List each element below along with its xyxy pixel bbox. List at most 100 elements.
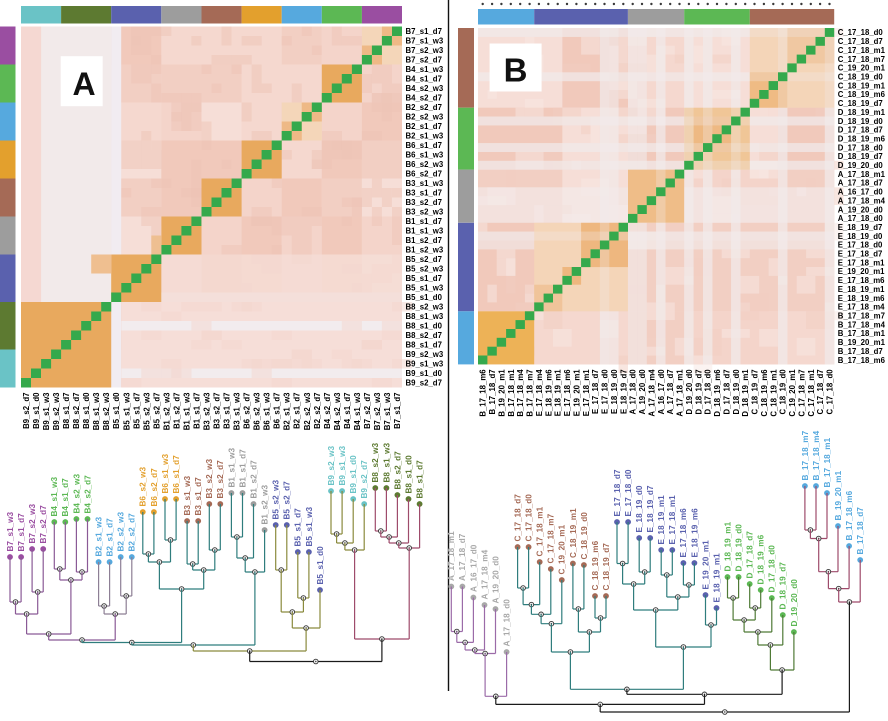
svg-text:E_17_18_d7: E_17_18_d7	[613, 469, 622, 516]
svg-text:B9_s1_w3: B9_s1_w3	[338, 445, 347, 485]
svg-text:C_19_20_m1: C_19_20_m1	[558, 524, 567, 574]
svg-text:B2_s2_w3: B2_s2_w3	[303, 392, 312, 430]
svg-text:A_17_18_d0: A_17_18_d0	[629, 369, 638, 415]
svg-text:E_17_18_d0: E_17_18_d0	[838, 241, 883, 250]
svg-text:B4_s2_w3: B4_s2_w3	[333, 392, 342, 430]
svg-text:B2_s2_d7: B2_s2_d7	[128, 513, 137, 552]
svg-text:A_17_18_m4: A_17_18_m4	[838, 196, 886, 205]
svg-text:B3_s2_d7: B3_s2_d7	[213, 393, 222, 429]
svg-text:B3_s1_d7: B3_s1_d7	[406, 189, 442, 198]
svg-text:B4_s2_w3: B4_s2_w3	[72, 473, 81, 513]
svg-text:E_18_19_d0: E_18_19_d0	[635, 485, 644, 532]
svg-text:C_18_19_m6: C_18_19_m6	[760, 369, 769, 417]
svg-text:E_18_19_d7: E_18_19_d7	[646, 485, 655, 532]
svg-text:B3_s1_w3: B3_s1_w3	[233, 392, 242, 430]
svg-text:A_16_17_d0: A_16_17_d0	[469, 544, 478, 592]
svg-text:C_18_19_m1: C_18_19_m1	[838, 81, 886, 90]
svg-text:B1_s2_w3: B1_s2_w3	[261, 484, 270, 524]
svg-text:B5_s1_w3: B5_s1_w3	[305, 506, 314, 546]
svg-text:C_17_18_m1: C_17_18_m1	[807, 369, 816, 417]
svg-text:A_17_18_m1: A_17_18_m1	[676, 369, 685, 417]
svg-text:E_18_19_d7: E_18_19_d7	[838, 223, 883, 232]
svg-text:B2_s1_w3: B2_s1_w3	[283, 392, 292, 430]
svg-text:B9_s1_w3: B9_s1_w3	[42, 392, 51, 430]
svg-text:E_19_20_m1: E_19_20_m1	[838, 267, 885, 276]
svg-text:B1_s2_w3: B1_s2_w3	[162, 392, 171, 430]
svg-text:C_17_18_m7: C_17_18_m7	[547, 513, 556, 563]
svg-text:E_17_18_m1: E_17_18_m1	[668, 495, 677, 545]
svg-text:B_17_18_m7: B_17_18_m7	[526, 369, 535, 416]
svg-text:B7_s2_d7: B7_s2_d7	[363, 393, 372, 429]
svg-text:E_17_18_m1: E_17_18_m1	[582, 369, 591, 416]
svg-text:B_17_18_m4: B_17_18_m4	[838, 320, 886, 329]
svg-text:B3_s1_w3: B3_s1_w3	[406, 179, 444, 188]
svg-text:E_17_18_d7: E_17_18_d7	[591, 369, 600, 414]
svg-text:B9_s1_d0: B9_s1_d0	[32, 392, 41, 429]
svg-text:B2_s2_d7: B2_s2_d7	[406, 103, 442, 112]
svg-text:B8_s1_d7: B8_s1_d7	[416, 460, 425, 499]
svg-text:B1_s1_d7: B1_s1_d7	[238, 449, 247, 488]
svg-text:D_19_20_d0: D_19_20_d0	[838, 161, 884, 170]
svg-text:B_17_18_m1: B_17_18_m1	[823, 437, 832, 487]
svg-text:B7_s1_d7: B7_s1_d7	[406, 27, 442, 36]
svg-text:B9_s2_d7: B9_s2_d7	[22, 393, 31, 429]
svg-text:D_17_18_d7: D_17_18_d7	[838, 126, 883, 135]
svg-text:B_17_18_m7: B_17_18_m7	[801, 430, 810, 480]
svg-text:B3_s1_d7: B3_s1_d7	[194, 477, 203, 516]
svg-text:B8_s1_d7: B8_s1_d7	[406, 341, 442, 350]
svg-text:E_18_19_d0: E_18_19_d0	[610, 369, 619, 414]
svg-text:B6_s2_d7: B6_s2_d7	[150, 468, 159, 507]
svg-text:B_17_18_m6: B_17_18_m6	[479, 369, 488, 417]
svg-text:B4_s2_d7: B4_s2_d7	[83, 475, 92, 514]
svg-text:B_19_20_m1: B_19_20_m1	[834, 470, 843, 520]
svg-text:D_18_19_d7: D_18_19_d7	[694, 369, 703, 414]
svg-text:B8_s2_d7: B8_s2_d7	[406, 331, 442, 340]
svg-text:E_18_19_m1: E_18_19_m1	[838, 285, 885, 294]
svg-text:B4_s1_d7: B4_s1_d7	[61, 478, 70, 517]
svg-text:E_18_19_m1: E_18_19_m1	[712, 553, 721, 603]
svg-text:A_19_20_d0: A_19_20_d0	[638, 369, 647, 415]
svg-text:B4_s2_w3: B4_s2_w3	[406, 84, 444, 93]
svg-text:B8_s1_w3: B8_s1_w3	[382, 442, 391, 482]
svg-text:B_17_18_m4: B_17_18_m4	[516, 369, 525, 417]
svg-text:B_19_20_m1: B_19_20_m1	[838, 338, 886, 347]
svg-text:C_17_18_m1: C_17_18_m1	[536, 506, 545, 556]
svg-text:D_18_19_m6: D_18_19_m6	[838, 135, 886, 144]
svg-text:B6_s1_d7: B6_s1_d7	[273, 393, 282, 429]
svg-text:A_19_20_d0: A_19_20_d0	[838, 205, 884, 214]
svg-text:B_17_18_d7: B_17_18_d7	[856, 507, 865, 555]
svg-text:B1_s1_w3: B1_s1_w3	[182, 392, 191, 430]
svg-text:B5_s1_d0: B5_s1_d0	[316, 546, 325, 585]
svg-text:A_17_18_m1: A_17_18_m1	[447, 531, 456, 581]
svg-text:E_17_18_m1: E_17_18_m1	[838, 258, 885, 267]
svg-text:C_17_18_d7: C_17_18_d7	[816, 369, 825, 414]
svg-text:B8_s1_d0: B8_s1_d0	[82, 392, 91, 429]
svg-text:B_17_18_m4: B_17_18_m4	[812, 430, 821, 480]
svg-text:C_17_18_d0: C_17_18_d0	[838, 28, 884, 37]
svg-text:E_17_18_d7: E_17_18_d7	[838, 250, 883, 259]
svg-text:D_19_20_d0: D_19_20_d0	[790, 579, 799, 627]
svg-text:A: A	[72, 66, 95, 102]
svg-text:A_16_17_d0: A_16_17_d0	[838, 188, 884, 197]
svg-text:B6_s2_d7: B6_s2_d7	[243, 393, 252, 429]
svg-text:D_18_19_d7: D_18_19_d7	[779, 562, 788, 610]
svg-text:B5_s2_d7: B5_s2_d7	[283, 481, 292, 520]
svg-text:B9_s2_d7: B9_s2_d7	[406, 379, 442, 388]
svg-text:C_18_19_d7: C_18_19_d7	[602, 543, 611, 591]
svg-text:B2_s1_d7: B2_s1_d7	[106, 518, 115, 557]
svg-text:B5_s1_d7: B5_s1_d7	[406, 274, 442, 283]
svg-text:B_19_20_m1: B_19_20_m1	[497, 369, 506, 417]
svg-text:B_17_18_d7: B_17_18_d7	[838, 347, 883, 356]
svg-text:C_17_18_d7: C_17_18_d7	[838, 37, 883, 46]
svg-text:B_17_18_m7: B_17_18_m7	[838, 312, 885, 321]
svg-text:B1_s1_w3: B1_s1_w3	[406, 227, 444, 236]
svg-text:D_18_19_m1: D_18_19_m1	[838, 108, 886, 117]
svg-text:B6_s2_w3: B6_s2_w3	[139, 466, 148, 506]
svg-text:B9_s2_d7: B9_s2_d7	[360, 460, 369, 499]
svg-text:B1_s2_d7: B1_s2_d7	[249, 460, 258, 499]
svg-text:B6_s1_w3: B6_s1_w3	[406, 151, 444, 160]
svg-text:B5_s1_d0: B5_s1_d0	[406, 293, 443, 302]
svg-text:B5_s1_d7: B5_s1_d7	[294, 508, 303, 547]
svg-text:B9_s1_d0: B9_s1_d0	[349, 455, 358, 494]
svg-text:A_16_17_d0: A_16_17_d0	[657, 369, 666, 415]
